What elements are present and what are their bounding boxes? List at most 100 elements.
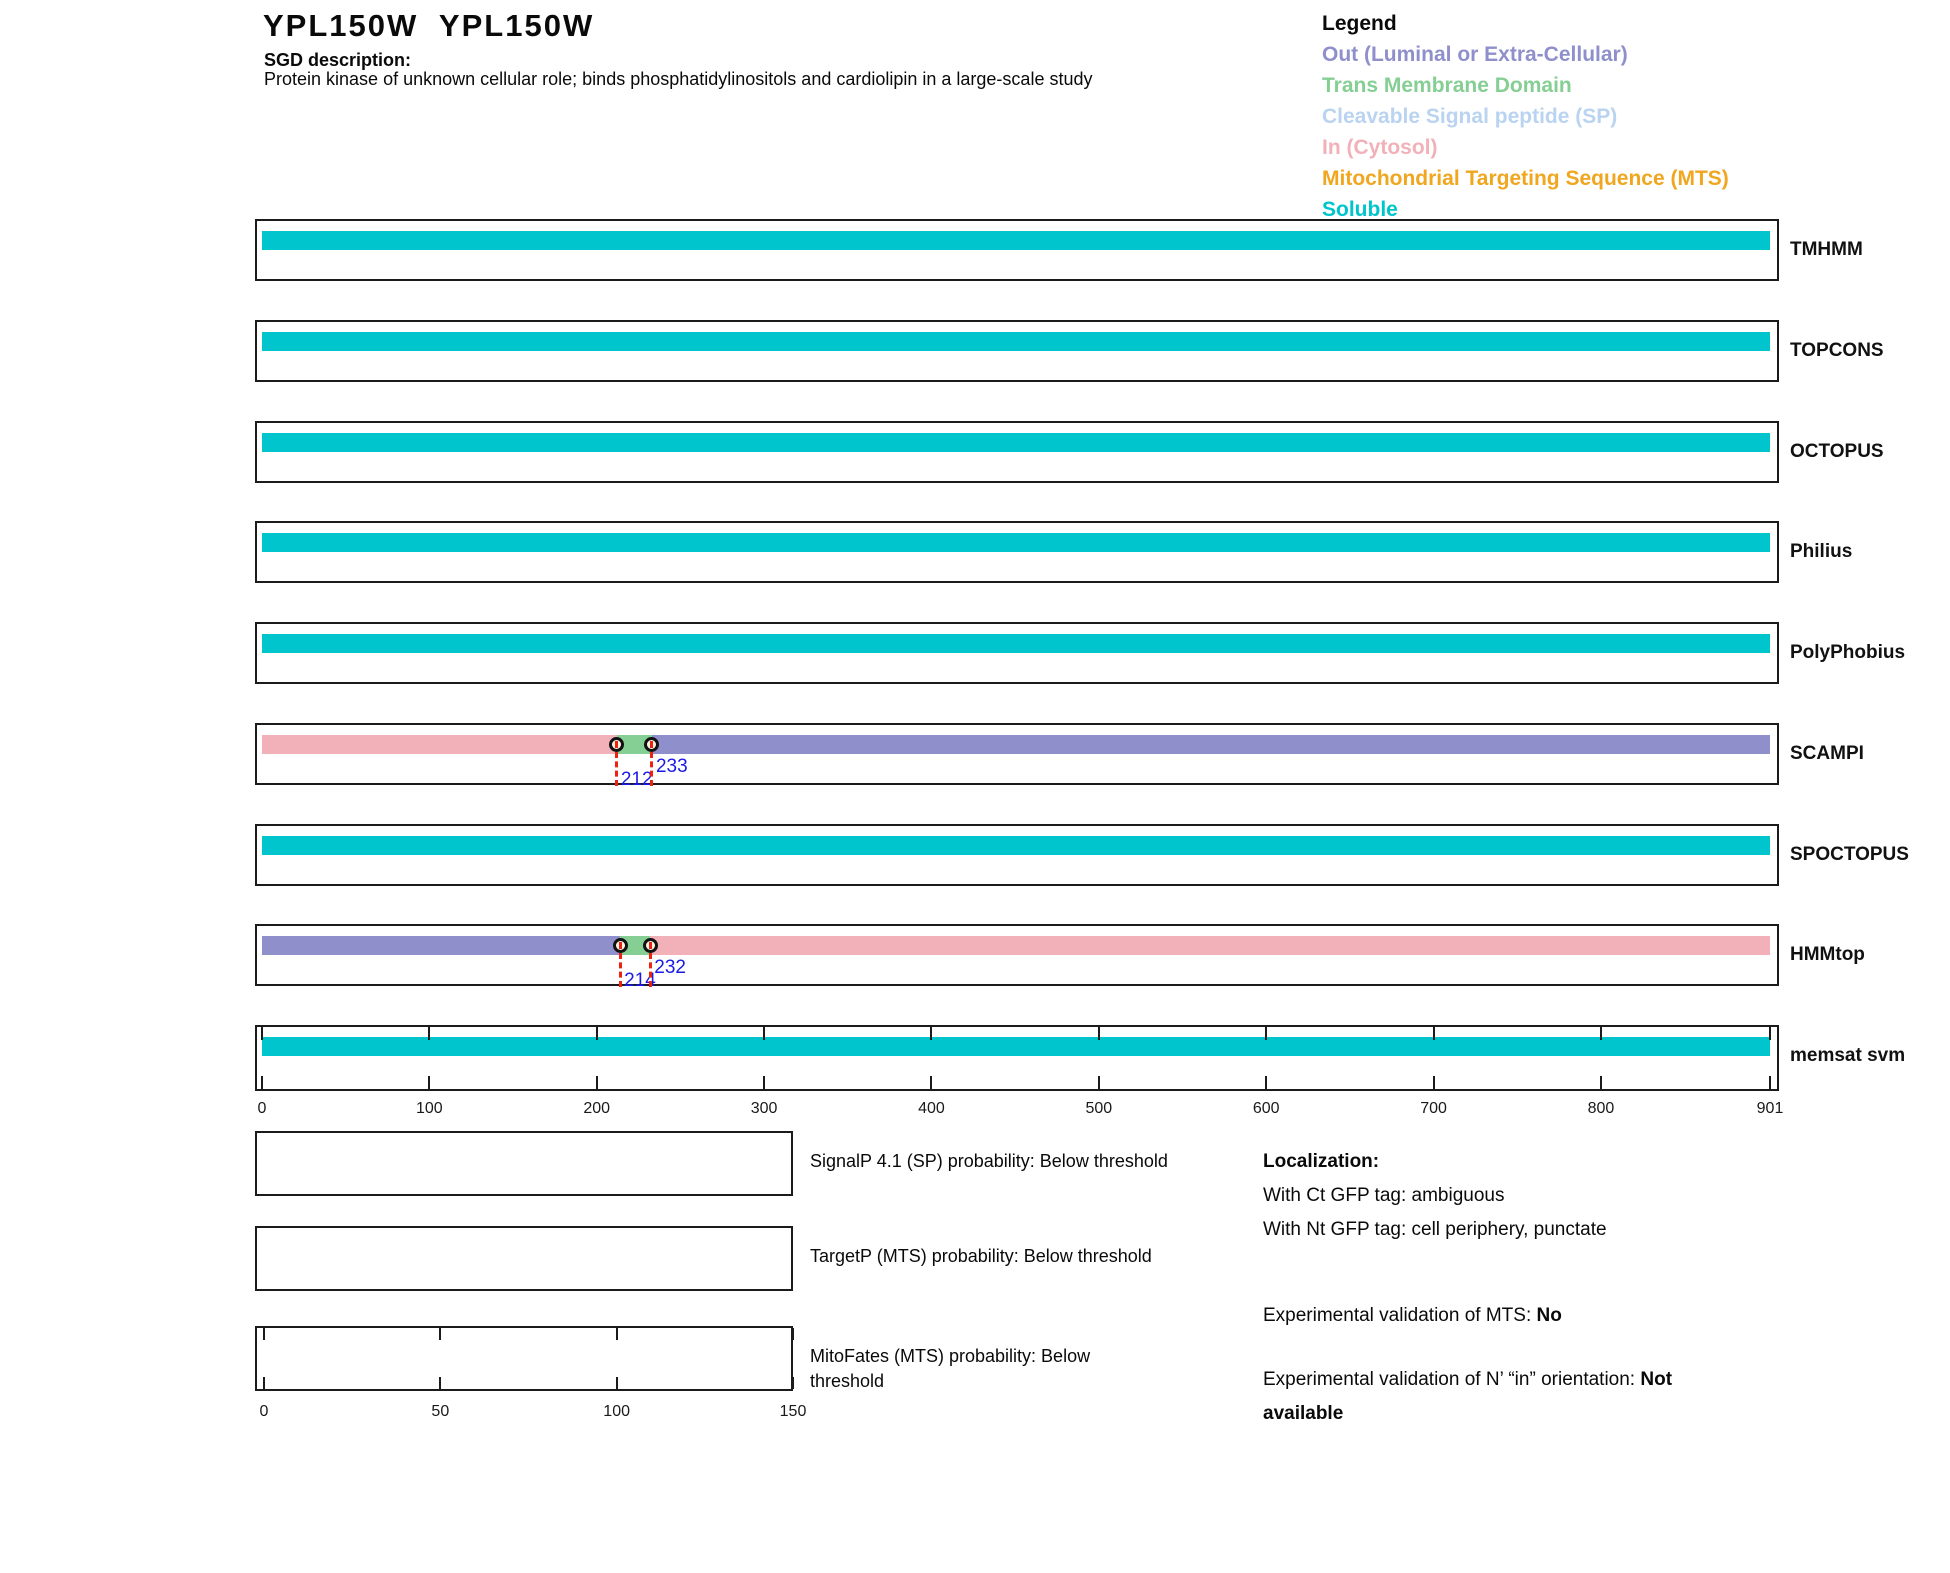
legend-entry-in: In (Cytosol) — [1322, 136, 1438, 159]
probability-label-1: TargetP (MTS) probability: Below thresho… — [810, 1244, 1152, 1269]
axis-tick-label: 800 — [1587, 1100, 1615, 1117]
axis-tick-bottom — [1432, 1076, 1435, 1089]
tm-boundary-marker-icon — [644, 737, 660, 752]
track-box-SPOCTOPUS — [255, 824, 1779, 886]
prob-axis-tick-label: 100 — [603, 1403, 630, 1420]
tm-boundary-label: 232 — [654, 957, 686, 978]
sgd-description-label: SGD description: — [264, 50, 412, 70]
tm-boundary-line — [650, 752, 654, 786]
localization-gfp-line-1: With Nt GFP tag: cell periphery, punctat… — [1263, 1219, 1607, 1240]
axis-tick-bottom — [428, 1076, 431, 1089]
prob-axis-tick-bottom — [439, 1377, 442, 1389]
tm-boundary-marker-dash — [615, 741, 619, 748]
track-name-Philius: Philius — [1790, 541, 1853, 562]
track-segment-soluble — [262, 231, 1770, 250]
track-segment-out — [262, 936, 621, 955]
track-segment-soluble — [262, 433, 1770, 452]
axis-tick-top — [1432, 1027, 1435, 1040]
track-name-SPOCTOPUS: SPOCTOPUS — [1790, 844, 1909, 865]
tm-boundary-marker-dash — [648, 942, 652, 949]
probability-box-1 — [255, 1226, 793, 1291]
validation-line-1: Experimental validation of N’ “in” orien… — [1263, 1368, 1672, 1392]
track-name-memsat-svm: memsat svm — [1790, 1045, 1906, 1066]
legend: Legend Out (Luminal or Extra-Cellular) Tr… — [1322, 8, 1729, 225]
prob-axis-tick-label: 150 — [779, 1403, 807, 1420]
axis-tick-top — [930, 1027, 933, 1040]
legend-entry-tm: Trans Membrane Domain — [1322, 74, 1572, 97]
tm-boundary-label: 212 — [620, 769, 653, 790]
page-title: YPL150W YPL150W — [263, 8, 595, 43]
axis-tick-top — [1769, 1027, 1771, 1040]
prob-axis-tick-label: 0 — [259, 1403, 269, 1420]
track-name-OCTOPUS: OCTOPUS — [1790, 441, 1884, 462]
tm-boundary-marker-icon — [609, 737, 625, 752]
track-segment-soluble — [262, 533, 1770, 552]
axis-tick-bottom — [1097, 1076, 1100, 1089]
track-segment-tm — [620, 936, 651, 955]
track-name-SCAMPI: SCAMPI — [1790, 743, 1864, 764]
tm-boundary-label: 214 — [624, 970, 656, 991]
tm-boundary-marker-icon — [612, 938, 628, 953]
axis-tick-top — [1265, 1027, 1268, 1040]
legend-title: Legend — [1322, 12, 1397, 35]
track-box-TOPCONS — [255, 320, 1779, 382]
axis-tick-bottom — [1769, 1076, 1771, 1089]
axis-tick-label: 600 — [1252, 1100, 1280, 1117]
tm-boundary-label: 233 — [655, 756, 688, 777]
prob-axis-tick-top — [439, 1328, 442, 1340]
prob-axis-tick-bottom — [263, 1377, 265, 1389]
axis-tick-label: 500 — [1085, 1100, 1113, 1117]
axis-tick-top — [1599, 1027, 1602, 1040]
axis-tick-bottom — [1265, 1076, 1268, 1089]
axis-tick-label: 901 — [1756, 1100, 1784, 1117]
axis-tick-top — [763, 1027, 766, 1040]
tm-boundary-line — [618, 953, 622, 987]
axis-tick-label: 0 — [257, 1100, 267, 1117]
track-box-TMHMM — [255, 219, 1779, 281]
track-segment-soluble — [262, 634, 1770, 653]
axis-tick-bottom — [763, 1076, 766, 1089]
probability-label-2: MitoFates (MTS) probability: Below thresh… — [810, 1344, 1090, 1394]
legend-entry-out: Out (Luminal or Extra-Cellular) — [1322, 43, 1628, 66]
axis-tick-bottom — [930, 1076, 933, 1089]
tm-boundary-line — [648, 953, 652, 987]
legend-entry-mts: Mitochondrial Targeting Sequence (MTS) — [1322, 167, 1729, 190]
validation-value: Not — [1640, 1369, 1673, 1390]
validation-text: Experimental validation of MTS: — [1263, 1305, 1537, 1326]
validation-value: No — [1536, 1305, 1562, 1326]
track-segment-soluble — [262, 1037, 1770, 1056]
axis-tick-top — [1097, 1027, 1100, 1040]
localization-gfp-line-0: With Ct GFP tag: ambiguous — [1263, 1185, 1505, 1206]
track-segment-tm — [616, 735, 652, 754]
tm-boundary-marker-dash — [618, 942, 622, 949]
validation-line-0: Experimental validation of MTS: No — [1263, 1304, 1562, 1328]
axis-tick-label: 200 — [583, 1100, 611, 1117]
axis-tick-label: 300 — [750, 1100, 778, 1117]
axis-tick-bottom — [595, 1076, 598, 1089]
probability-label-line: SignalP 4.1 (SP) probability: Below thre… — [810, 1151, 1168, 1171]
probability-label-line: threshold — [810, 1371, 885, 1391]
track-name-PolyPhobius: PolyPhobius — [1790, 642, 1906, 663]
axis-tick-label: 400 — [918, 1100, 945, 1117]
probability-box-0 — [255, 1131, 793, 1196]
track-segment-in — [650, 936, 1770, 955]
sgd-description-text: Protein kinase of unknown cellular role;… — [264, 69, 1093, 89]
prob-axis-tick-label: 50 — [431, 1403, 450, 1420]
track-box-HMMtop — [255, 924, 1779, 986]
axis-tick-label: 700 — [1420, 1100, 1447, 1117]
validation-value: available — [1263, 1403, 1344, 1424]
validation-line-2: available — [1263, 1402, 1343, 1426]
axis-tick-top — [428, 1027, 431, 1040]
track-name-HMMtop: HMMtop — [1790, 944, 1865, 965]
probability-label-0: SignalP 4.1 (SP) probability: Below thre… — [810, 1149, 1168, 1174]
probability-label-line: MitoFates (MTS) probability: Below — [810, 1346, 1091, 1366]
prob-axis-tick-bottom — [792, 1377, 794, 1389]
track-name-TOPCONS: TOPCONS — [1790, 340, 1884, 361]
probability-label-line: TargetP (MTS) probability: Below thresho… — [810, 1246, 1152, 1266]
tm-boundary-line — [615, 752, 619, 786]
tm-boundary-marker-icon — [642, 938, 658, 953]
localization-title: Localization: — [1263, 1151, 1380, 1172]
track-name-TMHMM: TMHMM — [1790, 239, 1863, 260]
track-segment-in — [262, 735, 617, 754]
